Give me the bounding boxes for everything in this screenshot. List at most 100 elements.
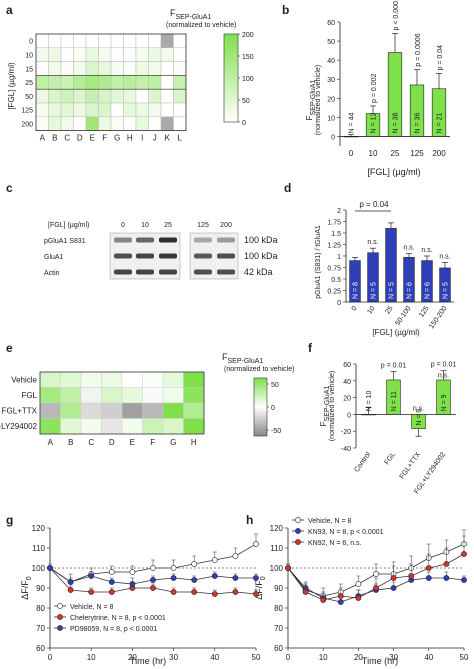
bar-d-ylabel: pGluA1 (S831) / tGluA1 [315,225,322,299]
line-g-point [191,589,198,595]
heatmap-a-cell [148,61,162,76]
heatmap-a-cell [35,88,49,104]
heatmap-a-col-label: K [165,134,171,143]
bar-b-pvalue: p = 0.0006 [415,33,422,66]
bar-d-pvalue: p = 0.04 [359,200,389,209]
heatmap-a-cell [85,102,99,118]
bar-d-category-label: 150-200 [428,305,449,330]
heatmap-a-cell [48,88,62,104]
bar-b-xlabel: [FGL] (µg/ml) [367,167,420,177]
bar-d-y-tick-label: 0.75 [327,266,341,273]
line-h-y-tick-label: 110 [270,544,283,553]
bar-b-y-tick-label: 60 [327,20,335,27]
bar-f-bar [361,414,376,416]
bar-d-n-label: N = 6 [425,282,432,299]
heatmap-a-cell [48,33,62,49]
heatmap-e-cell [60,387,82,404]
line-g-x-tick-label: 0 [48,653,53,662]
heatmap-e-cell [101,402,123,419]
line-h-legend-marker [295,539,301,545]
heatmap-a-cell [60,102,74,118]
line-g-point [253,541,259,547]
heatmap-e-col-label: H [191,438,197,447]
heatmap-e-cell [60,402,82,419]
line-h-ylabel-sub: 0 [260,576,267,580]
colorbar-e-title-sub: SEP-GluA1 [228,358,264,365]
bar-b-pvalue: p = 0.002 [371,73,378,102]
line-g-x-tick-label: 10 [87,653,96,662]
panel-label-a: a [6,3,13,17]
colorbar-e-tick-label: -50 [271,428,281,435]
line-h-x-tick-label: 20 [354,653,363,662]
heatmap-a-cell [98,102,112,118]
bar-d-category-label: 125 [418,305,430,319]
heatmap-a-cell [173,88,187,104]
bar-d-category-label: 0 [351,305,359,312]
heatmap-a-col-label: F [102,134,107,143]
heatmap-a-cell [135,47,149,62]
heatmap-e-cell [142,418,164,435]
colorbar-e-note: (normalized to vehicle) [224,366,294,373]
bar-f-ylabel: FSEP-GluA1 [319,386,331,427]
heatmap-a-cell [73,33,87,49]
panel-label-g: g [6,513,13,527]
bar-d-y-tick-label: 1.5 [331,231,341,238]
heatmap-a-cell [160,102,174,118]
line-h-point [337,593,344,599]
heatmap-a-cell [110,88,124,104]
bar-d-annotation: n.s. [403,245,414,252]
heatmap-a-cell [98,61,112,76]
heatmap-e-cell [183,387,205,404]
bar-f-y-tick-label: -20 [341,429,351,436]
bar-b-n-label: N = 36 [415,113,422,134]
blot-row-glua1: GluA1 [44,254,64,261]
heatmap-e-cell [121,371,143,388]
blot-band [136,237,154,243]
bar-f-n-label: N = 11 [391,391,398,411]
line-h-legend-label: Vehicle, N = 8 [308,518,351,525]
panel-label-d: d [284,181,291,195]
heatmap-a-cell [123,33,137,49]
bar-b-y-tick-label: 20 [327,96,335,103]
line-g-point [170,589,177,595]
heatmap-a-cell [73,61,87,76]
heatmap-a-col-label: H [127,134,133,143]
line-h-point [373,585,379,591]
heatmap-a-row-label: 25 [25,80,33,87]
heatmap-a-cell [160,88,174,104]
heatmap-e-cell [39,387,61,404]
heatmap-a-cell [110,47,124,62]
line-h-y-tick-label: 100 [270,564,284,573]
bar-d-xlabel: [FGL] (µg/ml) [372,328,420,337]
heatmap-a-cell [110,102,124,118]
colorbar-a-tick-label: 150 [242,54,254,61]
line-g-x-tick-label: 40 [210,653,219,662]
line-h-x-tick-label: 40 [424,653,433,662]
panel-label-e: e [6,341,13,355]
heatmap-e-cell [142,387,164,404]
line-g-x-tick-label: 50 [252,653,261,662]
line-g-legend-label: PD98059, N = 8, p < 0.0001 [70,626,157,633]
bar-b-category-label: 0 [349,149,354,158]
line-g-point [108,589,115,595]
line-h-point [461,577,467,583]
heatmap-a-cell [98,116,112,131]
line-h-legend-marker [295,528,301,534]
heatmap-e-cell [39,402,61,419]
heatmap-e-cell [183,402,205,419]
panel-label-f: f [308,341,313,355]
blot-band [114,237,132,243]
heatmap-a-cell [160,75,174,90]
heatmap-a-cell [35,33,49,49]
line-h-legend-label: KN93, N = 8, p < 0.0001 [308,529,384,536]
heatmap-a-cell [48,61,62,76]
bar-f-y-tick-label: 20 [343,396,351,403]
line-g-point [232,553,239,559]
heatmap-a-cell [98,75,112,90]
line-g-y-tick-label: 110 [32,544,45,553]
heatmap-a-cell [85,116,99,131]
colorbar-a-title-main: F [170,8,176,18]
line-g-x-tick-label: 20 [128,653,137,662]
heatmap-a-cell [160,61,174,76]
